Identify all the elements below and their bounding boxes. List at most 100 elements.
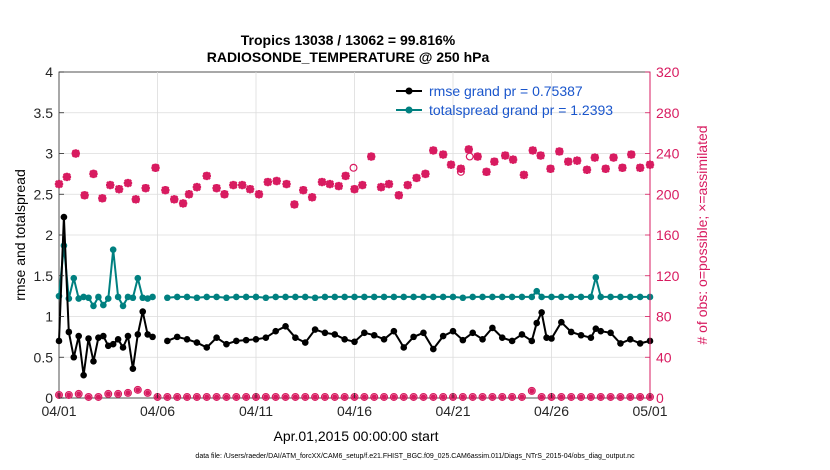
obs-assimilated-marker xyxy=(178,199,188,208)
obs-possible-marker xyxy=(537,392,546,401)
obs-possible-marker xyxy=(114,389,123,398)
x-tick-label: 04/01 xyxy=(41,403,76,419)
obs-possible-marker xyxy=(94,392,103,401)
rmse-point xyxy=(282,322,289,330)
rmse-point xyxy=(636,340,644,347)
obs-assimilated-marker xyxy=(501,151,510,160)
obs-assimilated-marker xyxy=(519,394,525,400)
rmse-point xyxy=(321,329,329,337)
rmse-point xyxy=(627,336,634,343)
totalspread-point xyxy=(70,274,78,282)
obs-possible-marker xyxy=(74,389,83,398)
rmse-point xyxy=(449,327,457,335)
legend-rmse-label: rmse grand pr = 0.75387 xyxy=(429,83,583,99)
obs-assimilated-marker xyxy=(192,182,202,192)
obs-possible-marker xyxy=(261,392,270,401)
obs-assimilated-marker xyxy=(290,200,299,209)
obs-assimilated-marker xyxy=(371,394,377,400)
obs-assimilated-marker xyxy=(482,167,491,177)
obs-assimilated-marker xyxy=(131,195,141,204)
obs-assimilated-marker xyxy=(539,394,545,400)
obs-assimilated-marker xyxy=(601,164,610,173)
obs-possible-marker xyxy=(222,392,231,401)
totalspread-point xyxy=(223,294,230,302)
obs-possible-marker xyxy=(380,392,389,401)
totalspread-point xyxy=(203,293,211,301)
rmse-point xyxy=(292,334,299,341)
obs-assimilated-marker xyxy=(519,170,529,180)
obs-assimilated-marker xyxy=(635,163,645,172)
obs-assimilated-marker xyxy=(233,394,239,400)
obs-assimilated-marker xyxy=(350,184,359,194)
obs-assimilated-marker xyxy=(98,194,107,203)
rmse-point xyxy=(272,327,280,335)
obs-assimilated-marker xyxy=(358,180,367,190)
rmse-point xyxy=(617,340,624,347)
obs-possible-marker xyxy=(340,392,349,401)
rmse-point xyxy=(252,336,260,343)
rmse-point xyxy=(124,332,132,340)
rmse-point xyxy=(479,336,486,343)
obs-possible-marker xyxy=(596,392,605,401)
obs-assimilated-marker xyxy=(582,165,592,174)
totalspread-point xyxy=(587,293,595,301)
obs-possible-marker xyxy=(389,392,398,401)
chart-title: Tropics 13038 / 13062 = 99.816% xyxy=(241,32,456,48)
totalspread-point xyxy=(636,293,644,301)
legend-rmse-marker xyxy=(405,87,413,95)
totalspread-point xyxy=(252,293,260,301)
obs-possible-marker xyxy=(478,392,487,401)
obs-possible-marker xyxy=(242,392,251,401)
x-tick-label: 05/01 xyxy=(632,403,667,419)
obs-assimilated-marker xyxy=(114,184,124,194)
y-tick-label: 2.5 xyxy=(34,186,54,202)
y2-tick-label: 280 xyxy=(656,105,680,121)
rmse-point xyxy=(149,333,156,341)
obs-assimilated-marker xyxy=(151,163,160,172)
obs-assimilated-marker xyxy=(272,176,281,186)
obs-assimilated-marker xyxy=(54,179,64,189)
rmse-point xyxy=(592,325,600,333)
y2-tick-label: 160 xyxy=(656,227,680,243)
totalspread-point xyxy=(114,293,122,301)
rmse-point xyxy=(543,334,550,341)
totalspread-point xyxy=(449,293,457,301)
obs-possible-marker xyxy=(192,392,201,401)
rmse-point xyxy=(351,338,358,346)
obs-assimilated-marker xyxy=(546,164,555,173)
rmse-point xyxy=(55,337,63,345)
obs-assimilated-marker xyxy=(194,394,200,400)
y2-tick-label: 0 xyxy=(656,390,664,406)
obs-assimilated-marker xyxy=(470,394,476,400)
rmse-point xyxy=(410,333,417,341)
rmse-point xyxy=(430,345,437,353)
rmse-point xyxy=(80,371,87,379)
obs-possible-marker xyxy=(173,392,182,401)
obs-assimilated-marker xyxy=(299,185,308,195)
rmse-point xyxy=(223,340,230,348)
totalspread-point xyxy=(149,293,156,301)
rmse-point xyxy=(262,334,270,341)
obs-possible-marker xyxy=(271,392,280,401)
rmse-point xyxy=(75,332,82,340)
rmse-point xyxy=(301,339,309,346)
totalspread-point xyxy=(124,293,132,301)
rmse-point xyxy=(114,336,122,343)
totalspread-point xyxy=(100,301,107,309)
obs-assimilated-marker xyxy=(223,394,230,400)
totalspread-point xyxy=(213,293,220,301)
obs-assimilated-marker xyxy=(145,390,151,396)
totalspread-point xyxy=(597,293,605,301)
obs-possible-marker xyxy=(508,392,517,401)
obs-assimilated-marker xyxy=(334,181,343,191)
obs-assimilated-marker xyxy=(141,183,150,193)
rmse-point xyxy=(129,365,137,372)
obs-assimilated-marker xyxy=(243,394,249,400)
obs-possible-marker xyxy=(133,385,142,394)
obs-possible-marker xyxy=(465,152,474,161)
obs-possible-marker xyxy=(330,392,339,401)
obs-assimilated-marker xyxy=(273,394,279,400)
totalspread-point xyxy=(173,293,181,301)
x-tick-label: 04/16 xyxy=(337,403,372,419)
obs-possible-marker xyxy=(577,392,586,401)
